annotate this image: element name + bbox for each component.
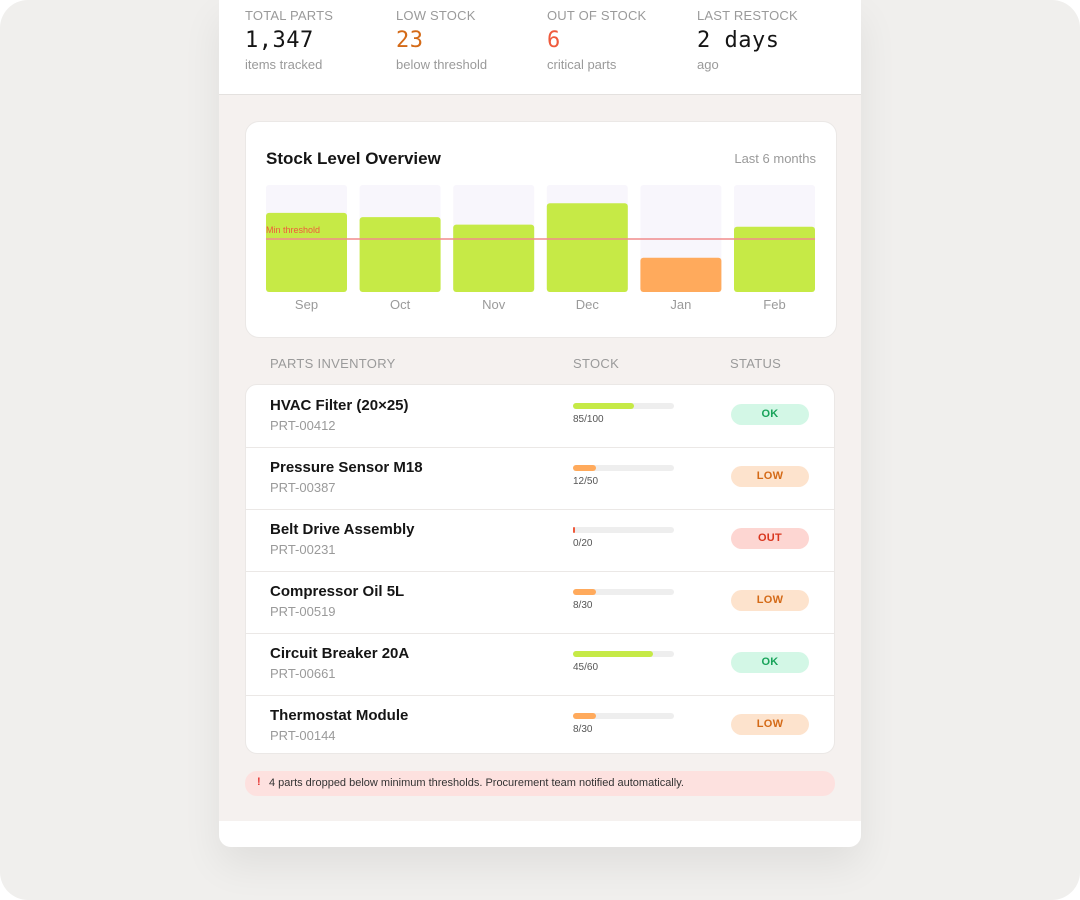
- bar-dec: [546, 203, 628, 292]
- table-row[interactable]: HVAC Filter (20×25) PRT-00412 85/100 OK: [246, 385, 834, 448]
- stock-count: 8/30: [573, 600, 593, 611]
- status-badge: OK: [731, 404, 809, 425]
- parts-table: HVAC Filter (20×25) PRT-00412 85/100 OK Pres…: [245, 384, 835, 754]
- stat-label: OUT OF STOCK: [547, 8, 647, 23]
- status-badge: OUT: [731, 528, 809, 549]
- chart-range-label[interactable]: Last 6 months: [734, 151, 816, 166]
- stat-label: LAST RESTOCK: [697, 8, 798, 23]
- x-tick-label: Nov: [482, 297, 506, 312]
- part-name: HVAC Filter (20×25): [270, 397, 409, 414]
- table-row[interactable]: Circuit Breaker 20A PRT-00661 45/60 OK: [246, 633, 834, 696]
- inventory-panel: TOTAL PARTS 1,347 items tracked LOW STOC…: [219, 0, 861, 847]
- x-tick-label: Sep: [295, 297, 318, 312]
- stock-bar-fill: [573, 713, 597, 719]
- table-row[interactable]: Belt Drive Assembly PRT-00231 0/20 OUT: [246, 509, 834, 572]
- part-id: PRT-00144: [270, 728, 336, 743]
- alert-icon: !: [257, 776, 261, 788]
- part-id: PRT-00661: [270, 666, 336, 681]
- stock-count: 85/100: [573, 414, 604, 425]
- table-row[interactable]: Pressure Sensor M18 PRT-00387 12/50 LOW: [246, 447, 834, 510]
- stock-bar-fill: [573, 527, 576, 533]
- header-parts-inventory: PARTS INVENTORY: [270, 356, 396, 371]
- bar-jan: [640, 257, 722, 292]
- x-tick-label: Dec: [576, 297, 600, 312]
- stock-bar-track: [573, 713, 674, 719]
- stock-bar-track: [573, 651, 674, 657]
- status-badge: LOW: [731, 590, 809, 611]
- bar-feb: [734, 226, 815, 292]
- stat-value: 1,347: [245, 28, 314, 53]
- part-id: PRT-00387: [270, 480, 336, 495]
- stock-bar-track: [573, 403, 674, 409]
- part-name: Circuit Breaker 20A: [270, 645, 410, 662]
- header-stock: STOCK: [573, 356, 620, 371]
- stock-count: 45/60: [573, 662, 599, 673]
- stat-last-restock: LAST RESTOCK 2 days ago: [697, 8, 847, 72]
- stock-bar-fill: [573, 589, 597, 595]
- header-status: STATUS: [730, 356, 782, 371]
- stock-bar-fill: [573, 403, 634, 409]
- part-id: PRT-00519: [270, 604, 336, 619]
- stat-low-stock: LOW STOCK 23 below threshold: [396, 8, 546, 72]
- stock-bar-fill: [573, 465, 597, 471]
- part-name: Belt Drive Assembly: [270, 521, 415, 538]
- stat-value: 6: [547, 28, 561, 53]
- stock-chart-card: Sep Oct Nov Dec Jan Feb Min threshold Stock Le…: [245, 121, 837, 338]
- bar-nov: [453, 224, 535, 292]
- part-id: PRT-00231: [270, 542, 336, 557]
- x-tick-label: Oct: [390, 297, 411, 312]
- status-badge: LOW: [731, 466, 809, 487]
- stat-sub: ago: [697, 57, 719, 72]
- chart-title: Stock Level Overview: [266, 149, 441, 168]
- part-name: Compressor Oil 5L: [270, 583, 405, 600]
- stat-label: TOTAL PARTS: [245, 8, 334, 23]
- stock-bar-track: [573, 465, 674, 471]
- table-row[interactable]: Compressor Oil 5L PRT-00519 8/30 LOW: [246, 571, 834, 634]
- stat-value: 23: [396, 28, 424, 53]
- table-row[interactable]: Thermostat Module PRT-00144 8/30 LOW: [246, 695, 834, 753]
- stat-sub: critical parts: [547, 57, 617, 72]
- threshold-alert: ! 4 parts dropped below minimum threshol…: [245, 771, 835, 796]
- part-id: PRT-00412: [270, 418, 336, 433]
- stats-row: TOTAL PARTS 1,347 items tracked LOW STOC…: [219, 0, 861, 95]
- stat-out-of-stock: OUT OF STOCK 6 critical parts: [547, 8, 697, 72]
- alert-text: 4 parts dropped below minimum thresholds…: [269, 777, 684, 789]
- x-tick-label: Feb: [763, 297, 785, 312]
- bar-sep: [266, 212, 347, 292]
- stock-count: 0/20: [573, 538, 593, 549]
- stock-bar-fill: [573, 651, 653, 657]
- stock-count: 8/30: [573, 724, 593, 735]
- stock-bar-track: [573, 527, 674, 533]
- stock-bar-track: [573, 589, 674, 595]
- stat-total-parts: TOTAL PARTS 1,347 items tracked: [245, 8, 395, 72]
- stat-sub: below threshold: [396, 57, 488, 72]
- status-badge: OK: [731, 652, 809, 673]
- threshold-label: Min threshold: [266, 225, 320, 235]
- stock-level-chart: Sep Oct Nov Dec Jan Feb Min threshold: [266, 185, 815, 312]
- stock-count: 12/50: [573, 476, 599, 487]
- stat-value: 2 days: [697, 28, 780, 53]
- x-tick-label: Jan: [670, 297, 691, 312]
- stat-label: LOW STOCK: [396, 8, 476, 23]
- panel-footer: [219, 821, 861, 847]
- part-name: Thermostat Module: [270, 707, 409, 724]
- stat-sub: items tracked: [245, 57, 323, 72]
- bar-oct: [359, 217, 441, 292]
- status-badge: LOW: [731, 714, 809, 735]
- part-name: Pressure Sensor M18: [270, 459, 423, 476]
